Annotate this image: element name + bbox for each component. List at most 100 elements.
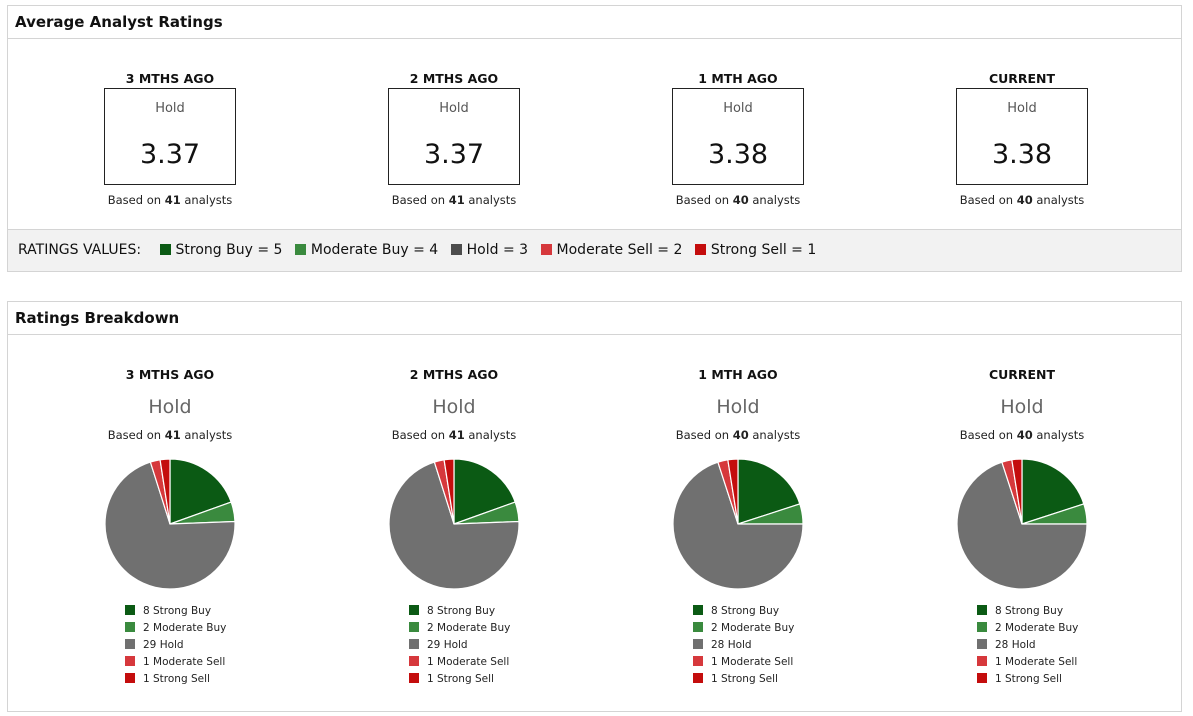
pie-legend-item: 1 Strong Sell [125, 671, 226, 688]
legend-label: 2 Moderate Buy [143, 622, 227, 634]
legend-label: 29 Hold [427, 639, 468, 651]
period-label: 1 MTH AGO [698, 367, 778, 382]
based-on-text: Based on 40 analysts [959, 428, 1085, 442]
analyst-count: 40 [1016, 428, 1033, 442]
legend-swatch [409, 605, 419, 615]
legend-swatch [977, 622, 987, 632]
avg-col-2m: 2 MTHS AGO [324, 71, 584, 86]
legend-swatch [125, 673, 135, 683]
pie-slice-strong-sell [443, 458, 455, 525]
pie-legend-item: 8 Strong Buy [693, 603, 794, 620]
ratings-breakdown-title: Ratings Breakdown [8, 302, 1181, 335]
legend-label: 8 Strong Buy [143, 605, 212, 617]
rating-value: 3.37 [423, 139, 485, 170]
pie-legend-item: 29 Hold [125, 637, 226, 654]
legend-label: 2 Moderate Buy [711, 622, 795, 634]
legend-swatch [693, 673, 703, 683]
rv-hold: Hold = 3 [450, 242, 528, 258]
moderate-sell-swatch [540, 244, 552, 255]
legend-swatch [693, 622, 703, 632]
rv-moderate-sell: Moderate Sell = 2 [540, 242, 682, 258]
period-label: 3 MTHS AGO [125, 71, 215, 86]
rv-moderate-buy: Moderate Buy = 4 [294, 242, 438, 258]
legend-label: 1 Strong Sell [143, 673, 210, 685]
ratings-pie-chart [672, 458, 804, 590]
rating-box: Hold 3.38 [672, 88, 804, 185]
breakdown-col-3m: 3 MTHS AGO Hold Based on 41 analysts 8 Stro… [40, 302, 300, 702]
pie-legend-item: 28 Hold [977, 637, 1078, 654]
pie-legend: 8 Strong Buy 2 Moderate Buy 28 Hold 1 Moder… [977, 603, 1078, 688]
pie-legend: 8 Strong Buy 2 Moderate Buy 29 Hold 1 Moder… [125, 603, 226, 688]
pie-legend-item: 1 Strong Sell [977, 671, 1078, 688]
analyst-count: 40 [732, 193, 749, 207]
analyst-count: 40 [732, 428, 749, 442]
legend-label: 8 Strong Buy [711, 605, 780, 617]
rating-box: Hold 3.38 [956, 88, 1088, 185]
rating-word: Hold [439, 101, 469, 116]
legend-swatch [409, 656, 419, 666]
average-ratings-panel: Average Analyst Ratings 3 MTHS AGO Hold … [7, 5, 1182, 272]
legend-swatch [977, 673, 987, 683]
legend-swatch [977, 605, 987, 615]
ratings-values-label: RATINGS VALUES: [18, 242, 142, 258]
legend-swatch [693, 605, 703, 615]
pie-legend: 8 Strong Buy 2 Moderate Buy 28 Hold 1 Moder… [693, 603, 794, 688]
avg-col-1m: 1 MTH AGO [608, 71, 868, 86]
legend-swatch [409, 673, 419, 683]
analyst-count: 41 [164, 193, 181, 207]
pie-legend-item: 1 Moderate Sell [977, 654, 1078, 671]
analyst-count: 41 [448, 193, 465, 207]
rating-word: Hold [148, 396, 192, 418]
pie-slice-hold [388, 461, 520, 590]
pie-slice-strong-buy [737, 458, 801, 525]
pie-slice-strong-buy [169, 458, 232, 525]
legend-label: 1 Moderate Sell [995, 656, 1078, 668]
pie-legend-item: 2 Moderate Buy [125, 620, 226, 637]
period-label: 2 MTHS AGO [409, 367, 499, 382]
rating-box: Hold 3.37 [104, 88, 236, 185]
legend-swatch [693, 639, 703, 649]
pie-legend-item: 1 Strong Sell [409, 671, 510, 688]
legend-label: 2 Moderate Buy [995, 622, 1079, 634]
legend-label: 1 Moderate Sell [143, 656, 226, 668]
legend-label: 29 Hold [143, 639, 184, 651]
pie-legend-item: 1 Strong Sell [693, 671, 794, 688]
legend-label: 1 Strong Sell [427, 673, 494, 685]
legend-label: 8 Strong Buy [427, 605, 496, 617]
based-on-text: Based on 41 analysts [107, 193, 233, 207]
pie-legend-item: 29 Hold [409, 637, 510, 654]
legend-label: 1 Moderate Sell [427, 656, 510, 668]
period-label: CURRENT [988, 71, 1056, 86]
analyst-count: 41 [448, 428, 465, 442]
pie-legend-item: 1 Moderate Sell [409, 654, 510, 671]
period-label: CURRENT [988, 367, 1056, 382]
rv-strong-buy: Strong Buy = 5 [159, 242, 282, 258]
rating-word: Hold [1007, 101, 1037, 116]
based-on-text: Based on 40 analysts [959, 193, 1085, 207]
rating-value: 3.38 [707, 139, 769, 170]
rating-value: 3.38 [991, 139, 1053, 170]
based-on-text: Based on 40 analysts [675, 193, 801, 207]
legend-swatch [125, 605, 135, 615]
pie-slice-strong-sell [727, 458, 739, 525]
ratings-pie-chart [956, 458, 1088, 590]
based-on-text: Based on 40 analysts [675, 428, 801, 442]
legend-label: 28 Hold [711, 639, 752, 651]
legend-swatch [409, 622, 419, 632]
strong-sell-swatch [694, 244, 706, 255]
breakdown-col-2m: 2 MTHS AGO Hold Based on 41 analysts 8 Stro… [324, 302, 584, 702]
pie-slice-hold [104, 461, 236, 590]
pie-slice-strong-sell [1011, 458, 1023, 525]
rv-strong-sell: Strong Sell = 1 [694, 242, 816, 258]
pie-legend-item: 1 Moderate Sell [693, 654, 794, 671]
pie-legend-item: 8 Strong Buy [125, 603, 226, 620]
pie-legend-item: 2 Moderate Buy [977, 620, 1078, 637]
pie-slice-strong-sell [159, 458, 171, 525]
ratings-breakdown-panel: Ratings Breakdown 3 MTHS AGO Hold Based on… [7, 301, 1182, 712]
average-ratings-title: Average Analyst Ratings [8, 6, 1181, 39]
legend-swatch [125, 639, 135, 649]
based-on-text: Based on 41 analysts [107, 428, 233, 442]
rating-word: Hold [716, 396, 760, 418]
pie-slice-strong-buy [453, 458, 516, 525]
breakdown-col-current: CURRENT Hold Based on 40 analysts 8 Strong … [892, 302, 1152, 702]
